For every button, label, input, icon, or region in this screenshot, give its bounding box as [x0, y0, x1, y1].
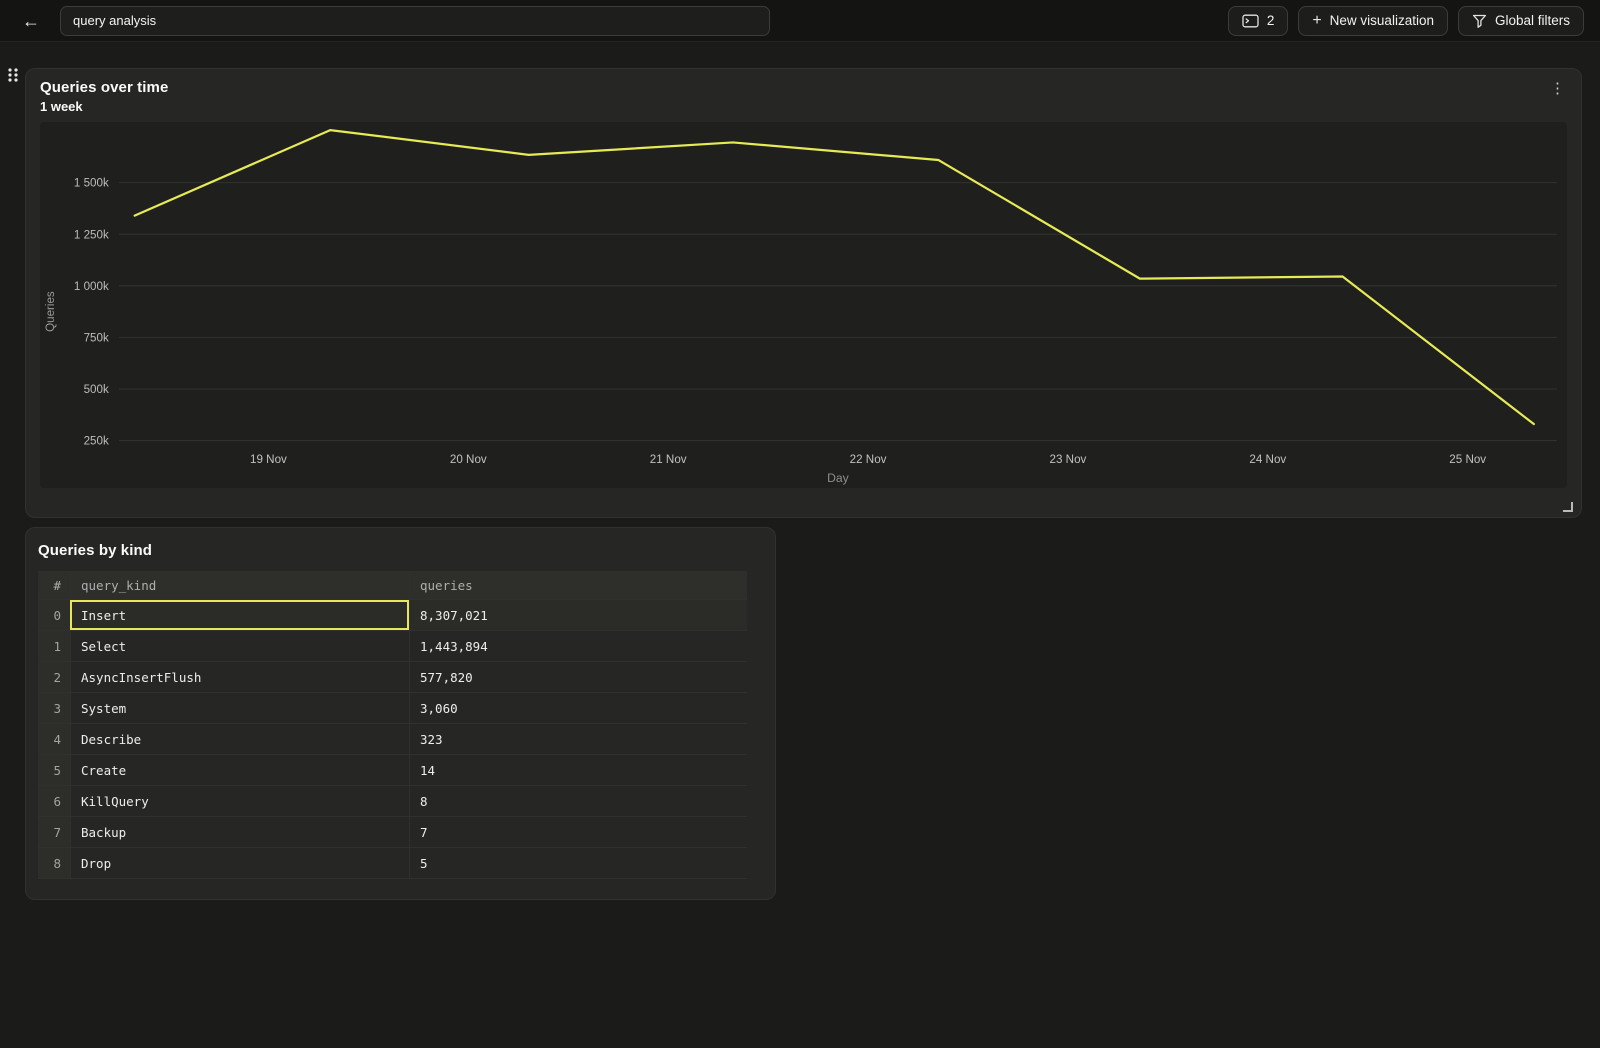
top-bar: ← 2 + New visualization Global filters	[0, 0, 1600, 42]
table-row: 1 Select 1,443,894	[38, 631, 747, 662]
queries-by-kind-panel: Queries by kind # query_kind queries 0 Inser…	[25, 527, 776, 900]
table-cell-queries[interactable]: 323	[409, 724, 747, 754]
queries-over-time-panel: Queries over time 1 week ⋮ 250k 500k 750k 1…	[25, 68, 1582, 518]
table-cell-query-kind[interactable]: AsyncInsertFlush	[70, 662, 409, 692]
table-cell-query-kind[interactable]: System	[70, 693, 409, 723]
table-row: 7 Backup 7	[38, 817, 747, 848]
column-header-index[interactable]: #	[53, 577, 61, 593]
global-filters-button[interactable]: Global filters	[1457, 5, 1584, 36]
x-tick-label: 24 Nov	[1249, 453, 1286, 466]
table-row: 6 KillQuery 8	[38, 786, 747, 817]
table-cell-query-kind[interactable]: Drop	[70, 848, 409, 878]
y-tick-label: 250k	[84, 435, 109, 448]
y-tick-label: 750k	[84, 331, 109, 344]
table-cell-index[interactable]: 4	[38, 724, 70, 754]
queries-series-line	[133, 128, 1535, 426]
table-row: 2 AsyncInsertFlush 577,820	[38, 662, 747, 693]
chart-panel-menu-button[interactable]: ⋮	[1546, 79, 1569, 98]
console-tabs-button[interactable]: 2	[1227, 5, 1289, 36]
plus-icon: +	[1312, 11, 1322, 29]
x-tick-label: 20 Nov	[450, 453, 487, 466]
table-row: 5 Create 14	[38, 755, 747, 786]
x-tick-label: 21 Nov	[650, 453, 687, 466]
table-cell-queries[interactable]: 8	[409, 786, 747, 816]
table-cell-queries[interactable]: 3,060	[409, 693, 747, 723]
global-filters-label: Global filters	[1494, 13, 1570, 28]
table-cell-query-kind[interactable]: Select	[70, 631, 409, 661]
x-tick-label: 23 Nov	[1050, 453, 1087, 466]
x-tick-label: 22 Nov	[850, 453, 887, 466]
x-tick-label: 25 Nov	[1449, 453, 1486, 466]
console-tabs-count: 2	[1266, 13, 1275, 28]
panel-drag-handle-icon[interactable]	[6, 66, 20, 89]
table-cell-query-kind[interactable]: Describe	[70, 724, 409, 754]
new-visualization-label: New visualization	[1329, 13, 1434, 28]
table-header-row: # query_kind queries	[38, 571, 747, 600]
back-button[interactable]: ←	[16, 8, 46, 34]
table-cell-index[interactable]: 6	[38, 786, 70, 816]
table-cell-query-kind[interactable]: Create	[70, 755, 409, 785]
table-cell-index[interactable]: 8	[38, 848, 70, 878]
table-cell-index[interactable]: 3	[38, 693, 70, 723]
table-row: 0 Insert 8,307,021	[38, 600, 747, 631]
table-cell-index[interactable]: 0	[38, 600, 70, 630]
y-axis-title: Queries	[44, 291, 57, 332]
queries-line-chart[interactable]: 250k 500k 750k 1 000k 1 250k 1 500k Queries 19 …	[40, 122, 1567, 489]
table-cell-query-kind[interactable]: Insert	[70, 600, 409, 630]
column-header-query_kind[interactable]: query_kind	[70, 571, 409, 599]
queries-by-kind-table: # query_kind queries 0 Insert 8,307,021 1 Selec…	[38, 571, 747, 879]
table-cell-index[interactable]: 7	[38, 817, 70, 847]
table-panel-title: Queries by kind	[38, 542, 153, 559]
new-visualization-button[interactable]: + New visualization	[1298, 5, 1448, 36]
console-window-icon	[1242, 14, 1259, 28]
funnel-icon	[1472, 14, 1487, 28]
column-header-queries[interactable]: queries	[409, 571, 747, 599]
table-cell-query-kind[interactable]: KillQuery	[70, 786, 409, 816]
y-tick-label: 1 250k	[74, 228, 109, 241]
table-cell-queries[interactable]: 1,443,894	[409, 631, 747, 661]
table-cell-query-kind[interactable]: Backup	[70, 817, 409, 847]
dashboard-title-input[interactable]	[60, 5, 770, 36]
chart-panel-subtitle: 1 week	[40, 99, 83, 114]
x-tick-label: 19 Nov	[250, 453, 287, 466]
table-cell-queries[interactable]: 7	[409, 817, 747, 847]
y-tick-label: 1 000k	[74, 280, 109, 293]
x-axis-title: Day	[827, 471, 849, 485]
table-row: 4 Describe 323	[38, 724, 747, 755]
topbar-actions: 2 + New visualization Global filters	[1227, 5, 1584, 36]
table-cell-queries[interactable]: 14	[409, 755, 747, 785]
panel-resize-handle[interactable]	[1563, 502, 1573, 512]
y-tick-label: 500k	[84, 383, 109, 396]
chart-panel-title: Queries over time	[40, 79, 169, 96]
table-cell-index[interactable]: 5	[38, 755, 70, 785]
table-row: 8 Drop 5	[38, 848, 747, 879]
table-cell-index[interactable]: 1	[38, 631, 70, 661]
table-cell-queries[interactable]: 8,307,021	[409, 600, 747, 630]
table-row: 3 System 3,060	[38, 693, 747, 724]
table-cell-queries[interactable]: 5	[409, 848, 747, 878]
table-cell-index[interactable]: 2	[38, 662, 70, 692]
chart-svg[interactable]: 250k 500k 750k 1 000k 1 250k 1 500k Queries 19 …	[40, 122, 1567, 488]
table-cell-queries[interactable]: 577,820	[409, 662, 747, 692]
y-tick-label: 1 500k	[74, 177, 109, 190]
